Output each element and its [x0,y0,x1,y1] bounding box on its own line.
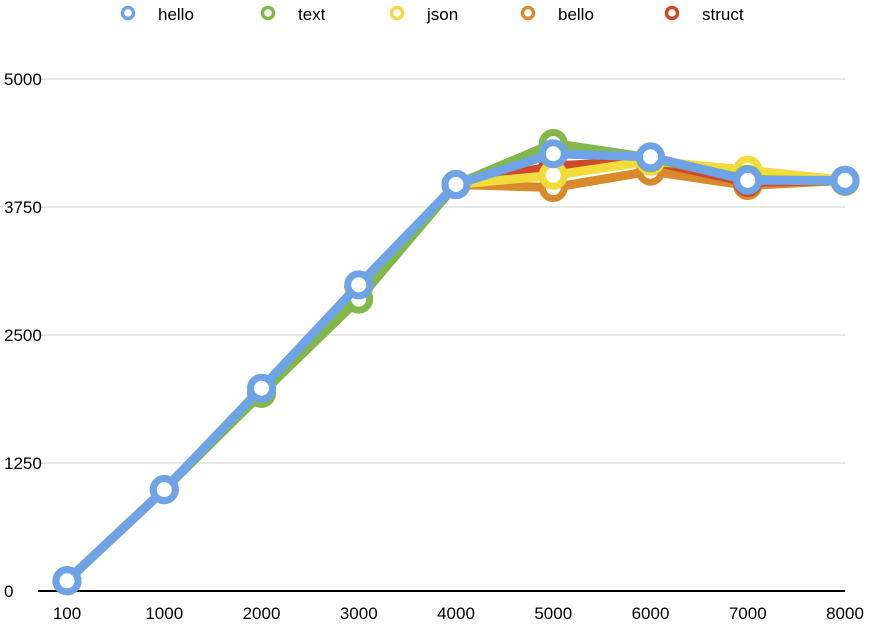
data-point-hello [344,270,374,300]
y-tick-label: 5000 [4,70,42,89]
x-tick-label: 8000 [826,604,864,623]
series-line-text [62,139,850,586]
series-hello [52,139,860,596]
x-tick-label: 100 [53,604,81,623]
x-tick-label: 6000 [632,604,670,623]
series-line-hello [62,149,850,586]
data-point-hello [733,165,763,195]
legend-label-bello: bello [558,5,594,24]
series-group [52,129,860,596]
x-tick-label: 5000 [534,604,572,623]
series-line-json [62,156,850,586]
y-tick-label: 1250 [4,454,42,473]
legend-marker-hello [120,5,136,21]
legend-label-text: text [298,5,326,24]
legend-label-hello: hello [158,5,194,24]
y-tick-label: 0 [4,582,13,601]
data-point-hello [441,169,471,199]
series-text [52,129,860,596]
legend: hello text json bello struct [120,5,744,24]
data-point-hello [247,373,276,403]
legend-marker-struct [664,5,680,21]
x-axis-ticks: 100 1000 2000 3000 4000 5000 6000 7000 8000 [53,604,864,623]
legend-item-text: text [260,5,326,24]
legend-item-hello: hello [120,5,194,24]
x-tick-label: 2000 [243,604,281,623]
legend-item-bello: bello [520,5,594,24]
legend-label-struct: struct [702,5,744,24]
data-point-hello [149,475,179,505]
grid [38,78,845,464]
y-axis-ticks: 0 1250 2500 3750 5000 [4,70,42,601]
x-tick-label: 7000 [729,604,767,623]
data-point-hello [636,142,665,172]
legend-marker-text [260,5,276,21]
legend-item-struct: struct [664,5,744,24]
data-point-hello [52,566,82,596]
legend-marker-json [389,5,405,21]
legend-marker-bello [520,5,536,21]
x-tick-label: 1000 [145,604,183,623]
y-tick-label: 3750 [4,198,42,217]
x-tick-label: 3000 [340,604,378,623]
series-line-bello [62,166,850,586]
data-point-hello [538,139,568,169]
legend-item-json: json [389,5,458,24]
x-tick-label: 4000 [437,604,475,623]
series-bello [52,156,860,596]
y-tick-label: 2500 [4,326,42,345]
legend-label-json: json [426,5,458,24]
series-line-struct [62,156,850,586]
series-struct [52,146,860,596]
data-point-hello [830,165,860,195]
series-json [52,146,860,596]
